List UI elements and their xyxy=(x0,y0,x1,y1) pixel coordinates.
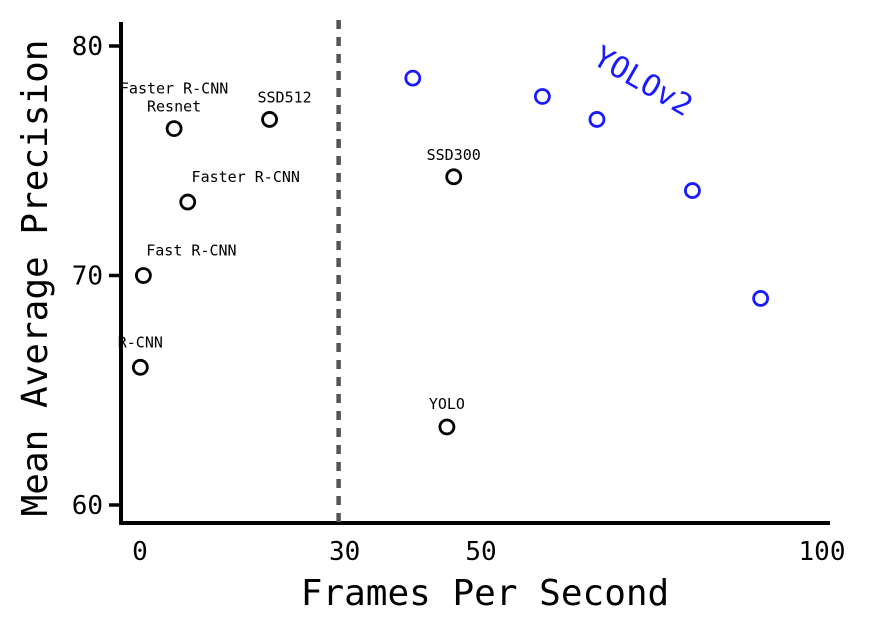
y-tick-label: 70 xyxy=(72,262,103,292)
point-label: YOLO xyxy=(429,395,465,413)
point-label: SSD300 xyxy=(427,146,481,164)
y-tick-label: 60 xyxy=(72,491,103,521)
data-point xyxy=(261,111,278,128)
point-label: R-CNN xyxy=(118,333,163,351)
yolov2-point xyxy=(533,88,551,105)
yolov2-point xyxy=(684,182,701,199)
data-point xyxy=(179,193,197,211)
point-label: SSD512 xyxy=(257,88,311,106)
y-tick-label: 80 xyxy=(72,32,103,62)
point-label: Resnet xyxy=(147,98,201,116)
data-point xyxy=(438,418,456,436)
x-tick-label: 100 xyxy=(799,537,846,567)
data-point xyxy=(131,358,149,376)
x-tick-label: 0 xyxy=(132,537,148,567)
yolov2-point xyxy=(404,69,422,87)
yolov2-point xyxy=(752,290,770,307)
x-tick-label: 50 xyxy=(465,537,496,567)
yolov2-point xyxy=(588,111,606,128)
x-tick-label: 30 xyxy=(329,537,360,567)
data-point xyxy=(445,168,463,186)
y-axis-title: Mean Average Precision xyxy=(15,40,56,517)
data-point xyxy=(165,120,183,138)
x-axis-title: Frames Per Second xyxy=(301,573,669,614)
point-label: Faster R-CNN xyxy=(192,168,300,186)
data-point xyxy=(135,267,152,284)
yolov2-series-label: YOLOv2 xyxy=(587,40,698,124)
point-label: Fast R-CNN xyxy=(146,242,236,260)
point-label: Faster R-CNN xyxy=(120,80,228,98)
